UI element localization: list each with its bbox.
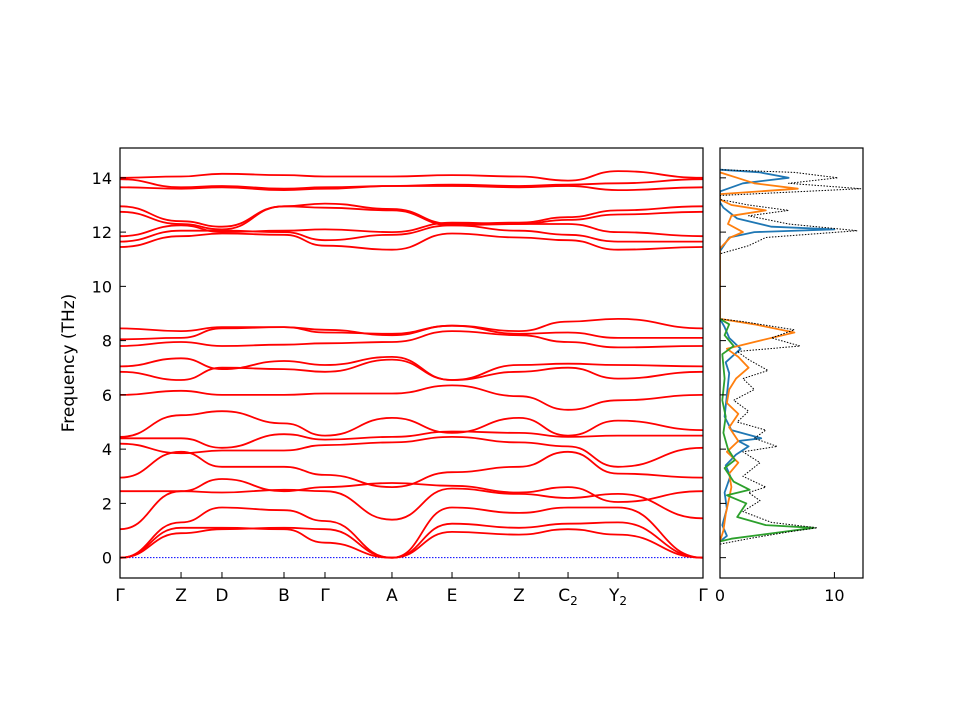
dos-panel: 0 10: [715, 147, 864, 605]
y-tick-label: 10: [92, 277, 112, 296]
y-axis-label: Frequency (THz): [59, 294, 79, 433]
band-line-11: [120, 358, 703, 381]
band-y-axis: 0 2 4 6 8 10 12 14: [92, 169, 126, 568]
k-point-label: Γ: [698, 586, 708, 606]
y-tick-label: 12: [92, 223, 112, 242]
k-point-label: Z: [175, 586, 187, 606]
band-line-5: [120, 478, 703, 503]
k-point-label: E: [447, 586, 458, 606]
y-tick-label: 4: [102, 440, 112, 459]
dos-curve-4: [720, 169, 862, 545]
y-tick-label: 8: [102, 332, 112, 351]
band-line-20: [120, 202, 703, 228]
band-line-8: [120, 430, 703, 449]
band-line-3: [120, 506, 703, 559]
dos-curve-1: [720, 168, 836, 543]
band-line-13: [120, 330, 703, 349]
band-plot-frame: [119, 147, 704, 579]
band-line-19: [120, 205, 703, 231]
y-tick-label: 6: [102, 386, 112, 405]
band-x-axis: Γ Z D B Γ A E Z C2 Y2 Γ: [115, 572, 708, 608]
band-line-22: [120, 178, 703, 190]
dos-x-tick-label: 0: [715, 586, 725, 605]
dos-x-axis: 0 10: [715, 572, 845, 605]
band-line-18: [120, 221, 703, 238]
k-point-label: Γ: [320, 586, 330, 606]
band-line-6: [120, 450, 703, 489]
band-line-23: [120, 170, 703, 182]
phonon-bands: [120, 170, 703, 559]
dos-plot-frame: [719, 147, 864, 579]
k-point-label: B: [278, 586, 290, 606]
dos-y-axis: [720, 177, 726, 559]
k-point-subscript: 2: [619, 594, 627, 608]
k-point-label: Z: [513, 586, 525, 606]
dos-curves: [720, 168, 862, 545]
y-tick-label: 0: [102, 549, 112, 568]
k-point-label: D: [215, 586, 228, 606]
k-point-label: Γ: [115, 586, 125, 606]
band-line-14: [120, 324, 703, 341]
dos-x-tick-label: 10: [824, 586, 844, 605]
band-line-9: [120, 410, 703, 438]
band-line-4: [120, 487, 703, 531]
band-line-16: [120, 232, 703, 251]
k-point-label: A: [386, 586, 398, 606]
y-tick-label: 2: [102, 494, 112, 513]
band-line-10: [120, 384, 703, 411]
band-line-12: [120, 355, 703, 381]
dos-curve-3: [720, 318, 815, 543]
y-tick-label: 14: [92, 169, 112, 188]
band-line-15: [120, 317, 703, 337]
band-line-7: [120, 435, 703, 468]
dos-curve-2: [720, 171, 799, 542]
k-point-subscript: 2: [570, 594, 578, 608]
